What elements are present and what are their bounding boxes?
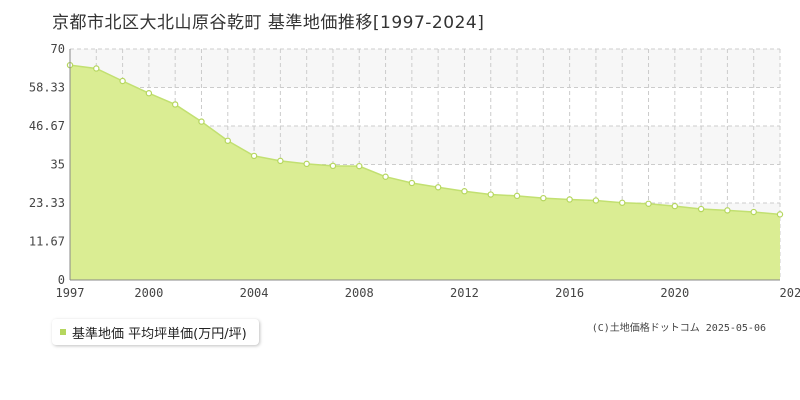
data-point xyxy=(566,196,573,203)
data-point xyxy=(671,202,679,210)
data-point xyxy=(513,192,521,200)
data-point xyxy=(382,173,389,180)
x-tick-label: 2012 xyxy=(450,286,479,300)
legend-label: 基準地価 平均坪単価(万円/坪) xyxy=(72,326,247,342)
chart-title: 京都市北区大北山原谷乾町 基準地価推移[1997-2024] xyxy=(52,13,485,33)
data-point xyxy=(724,207,731,214)
y-tick-label: 35 xyxy=(51,158,65,172)
data-point xyxy=(277,157,284,165)
data-point xyxy=(540,194,547,202)
data-point xyxy=(619,199,626,206)
data-line xyxy=(69,64,781,216)
data-point xyxy=(461,188,468,195)
x-tick-label: 1997 xyxy=(56,286,85,300)
x-tick-label: 2004 xyxy=(240,286,269,300)
data-area xyxy=(70,65,780,280)
x-tick-label: 2016 xyxy=(555,286,584,300)
legend-swatch xyxy=(60,329,66,335)
data-point xyxy=(408,179,416,187)
data-point xyxy=(434,184,442,191)
data-point xyxy=(697,205,705,213)
copyright-credit: (C)土地価格ドットコム 2025-05-06 xyxy=(591,323,766,334)
data-point xyxy=(487,191,494,198)
data-point xyxy=(750,208,757,216)
data-point xyxy=(171,101,179,108)
data-point xyxy=(645,200,652,207)
x-tick-label: 2020 xyxy=(660,286,689,300)
legend: 基準地価 平均坪単価(万円/坪) xyxy=(52,319,259,345)
data-point xyxy=(145,90,153,97)
y-tick-label: 58.33 xyxy=(29,81,65,95)
data-point xyxy=(356,162,363,170)
x-tick-label: 2024 xyxy=(780,286,800,300)
x-tick-label: 2008 xyxy=(345,286,374,300)
data-point xyxy=(592,197,600,204)
data-point xyxy=(119,77,126,85)
y-tick-label: 0 xyxy=(58,273,65,287)
y-tick-label: 70 xyxy=(51,42,65,56)
y-tick-label: 46.67 xyxy=(29,119,65,133)
data-point xyxy=(329,162,337,170)
data-point xyxy=(224,137,231,144)
data-point xyxy=(303,160,310,168)
grid-band xyxy=(70,49,780,88)
y-tick-label: 23.33 xyxy=(29,196,65,210)
data-point xyxy=(93,65,100,72)
data-point xyxy=(776,211,784,218)
x-tick-label: 2000 xyxy=(134,286,163,300)
data-point xyxy=(198,118,205,125)
y-tick-label: 11.67 xyxy=(29,234,65,248)
data-point xyxy=(250,152,258,160)
